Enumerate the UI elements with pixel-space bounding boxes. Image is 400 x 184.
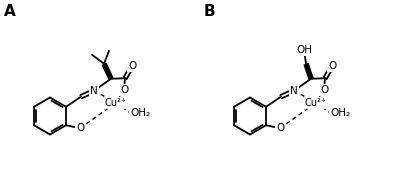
Text: O: O: [320, 85, 328, 95]
Text: Cu²⁺: Cu²⁺: [105, 98, 127, 108]
Text: OH₂: OH₂: [130, 108, 150, 118]
Text: B: B: [204, 4, 216, 19]
Text: N: N: [90, 86, 98, 96]
Text: A: A: [4, 4, 16, 19]
Text: Cu²⁺: Cu²⁺: [305, 98, 327, 108]
Text: O: O: [128, 61, 136, 71]
Text: O: O: [328, 61, 336, 71]
Text: OH: OH: [296, 45, 312, 55]
Text: O: O: [76, 123, 84, 133]
Text: O: O: [276, 123, 284, 133]
Text: OH₂: OH₂: [330, 108, 350, 118]
Text: O: O: [120, 85, 128, 95]
Text: N: N: [290, 86, 298, 96]
